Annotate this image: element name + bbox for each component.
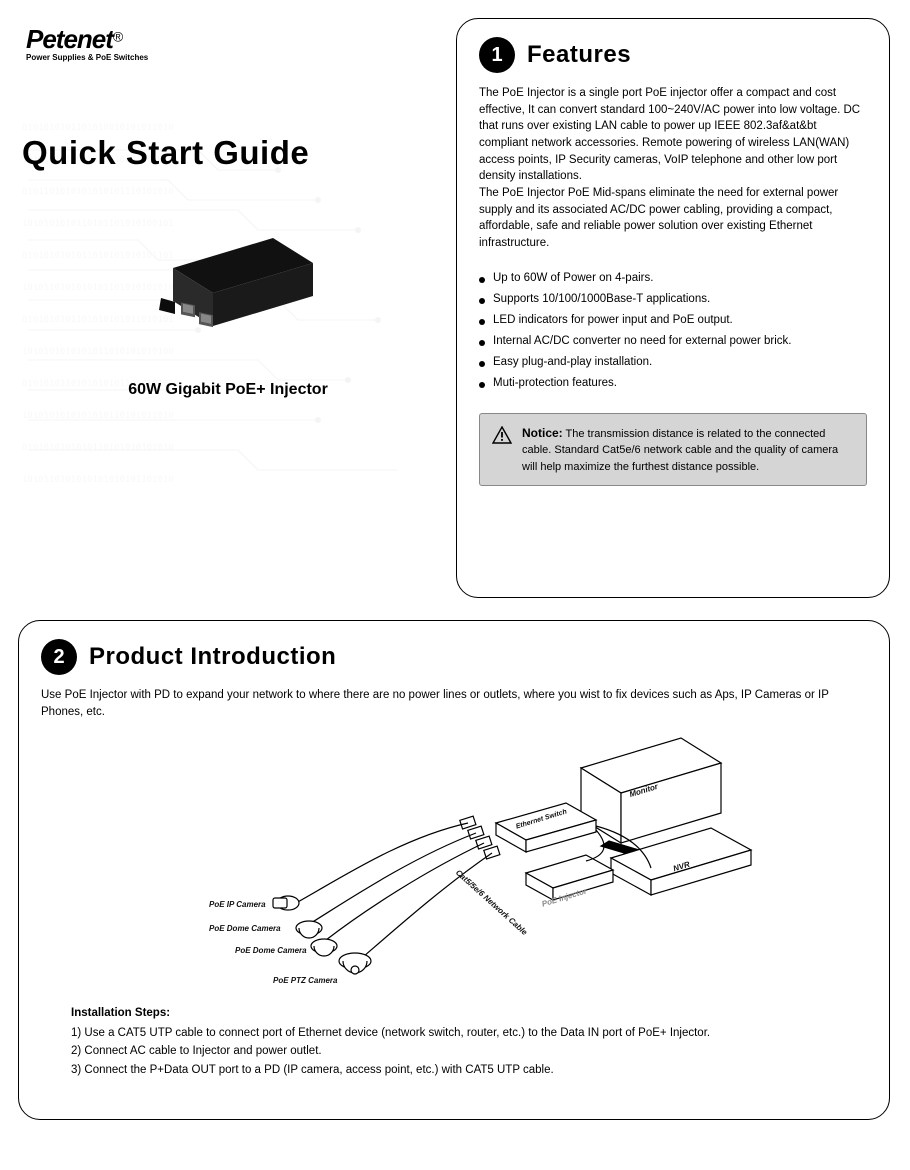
product-name: 60W Gigabit PoE+ Injector [18, 381, 438, 399]
bullet-icon [479, 361, 485, 367]
diagram-label-cam-dome1: PoE Dome Camera [209, 924, 281, 933]
product-image [18, 208, 438, 353]
warning-icon [492, 426, 512, 476]
registered-mark: ® [113, 29, 123, 45]
feature-item: Supports 10/100/1000Base-T applications. [479, 293, 867, 305]
brand-name: Petenet [26, 24, 113, 54]
diagram-label-cam-ip: PoE IP Camera [209, 900, 266, 909]
brand-tagline: Power Supplies & PoE Switches [26, 53, 438, 62]
bullet-icon [479, 340, 485, 346]
feature-item: Internal AC/DC converter no need for ext… [479, 335, 867, 347]
features-paragraph: The PoE Injector is a single port PoE in… [479, 85, 867, 252]
intro-paragraph: Use PoE Injector with PD to expand your … [41, 687, 867, 722]
bullet-icon [479, 298, 485, 304]
feature-text: Muti-protection features. [493, 377, 617, 389]
svg-text:1010101010101010110101011010: 1010101010101010110101011010 [22, 411, 174, 421]
feature-text: Easy plug-and-play installation. [493, 356, 652, 368]
install-step: 1) Use a CAT5 UTP cable to connect port … [71, 1024, 867, 1042]
section-number-badge: 2 [41, 639, 77, 675]
features-title: Features [527, 41, 631, 69]
section-number-badge: 1 [479, 37, 515, 73]
notice-label: Notice: [522, 426, 563, 440]
feature-item: Muti-protection features. [479, 377, 867, 389]
feature-item: Up to 60W of Power on 4-pairs. [479, 272, 867, 284]
installation-steps: Installation Steps: 1) Use a CAT5 UTP ca… [71, 1004, 867, 1080]
svg-text:1010110101010101010101101010: 1010110101010101010101101010 [22, 475, 174, 485]
features-panel: 1 Features The PoE Injector is a single … [456, 18, 890, 598]
install-title: Installation Steps: [71, 1004, 867, 1022]
diagram-label-cam-dome2: PoE Dome Camera [235, 946, 307, 955]
feature-item: LED indicators for power input and PoE o… [479, 314, 867, 326]
feature-text: LED indicators for power input and PoE o… [493, 314, 733, 326]
install-step: 3) Connect the P+Data OUT port to a PD (… [71, 1061, 867, 1079]
install-step: 2) Connect AC cable to Injector and powe… [71, 1042, 867, 1060]
svg-text:0101010101101010010101011010: 0101010101101010010101011010 [22, 123, 174, 133]
feature-text: Supports 10/100/1000Base-T applications. [493, 293, 710, 305]
hero-column: Petenet® Power Supplies & PoE Switches [18, 18, 438, 598]
bullet-icon [479, 382, 485, 388]
notice-body: The transmission distance is related to … [522, 428, 838, 473]
notice-box: Notice: The transmission distance is rel… [479, 413, 867, 487]
bullet-icon [479, 319, 485, 325]
feature-text: Internal AC/DC converter no need for ext… [493, 335, 792, 347]
brand-logo: Petenet® Power Supplies & PoE Switches [26, 24, 438, 62]
svg-text:0101101010101010101110101010: 0101101010101010101110101010 [22, 187, 174, 197]
feature-item: Easy plug-and-play installation. [479, 356, 867, 368]
product-intro-panel: 2 Product Introduction Use PoE Injector … [18, 620, 890, 1120]
topology-diagram: Monitor NVR Ethernet Switch PoE Injector… [41, 728, 867, 998]
svg-text:0101010101010110101010101010: 0101010101010110101010101010 [22, 443, 174, 453]
bullet-icon [479, 277, 485, 283]
page-title: Quick Start Guide [22, 134, 438, 172]
notice-text: Notice: The transmission distance is rel… [522, 424, 854, 476]
features-list: Up to 60W of Power on 4-pairs. Supports … [479, 272, 867, 389]
diagram-label-cam-ptz: PoE PTZ Camera [273, 976, 337, 985]
feature-text: Up to 60W of Power on 4-pairs. [493, 272, 653, 284]
intro-title: Product Introduction [89, 643, 336, 671]
